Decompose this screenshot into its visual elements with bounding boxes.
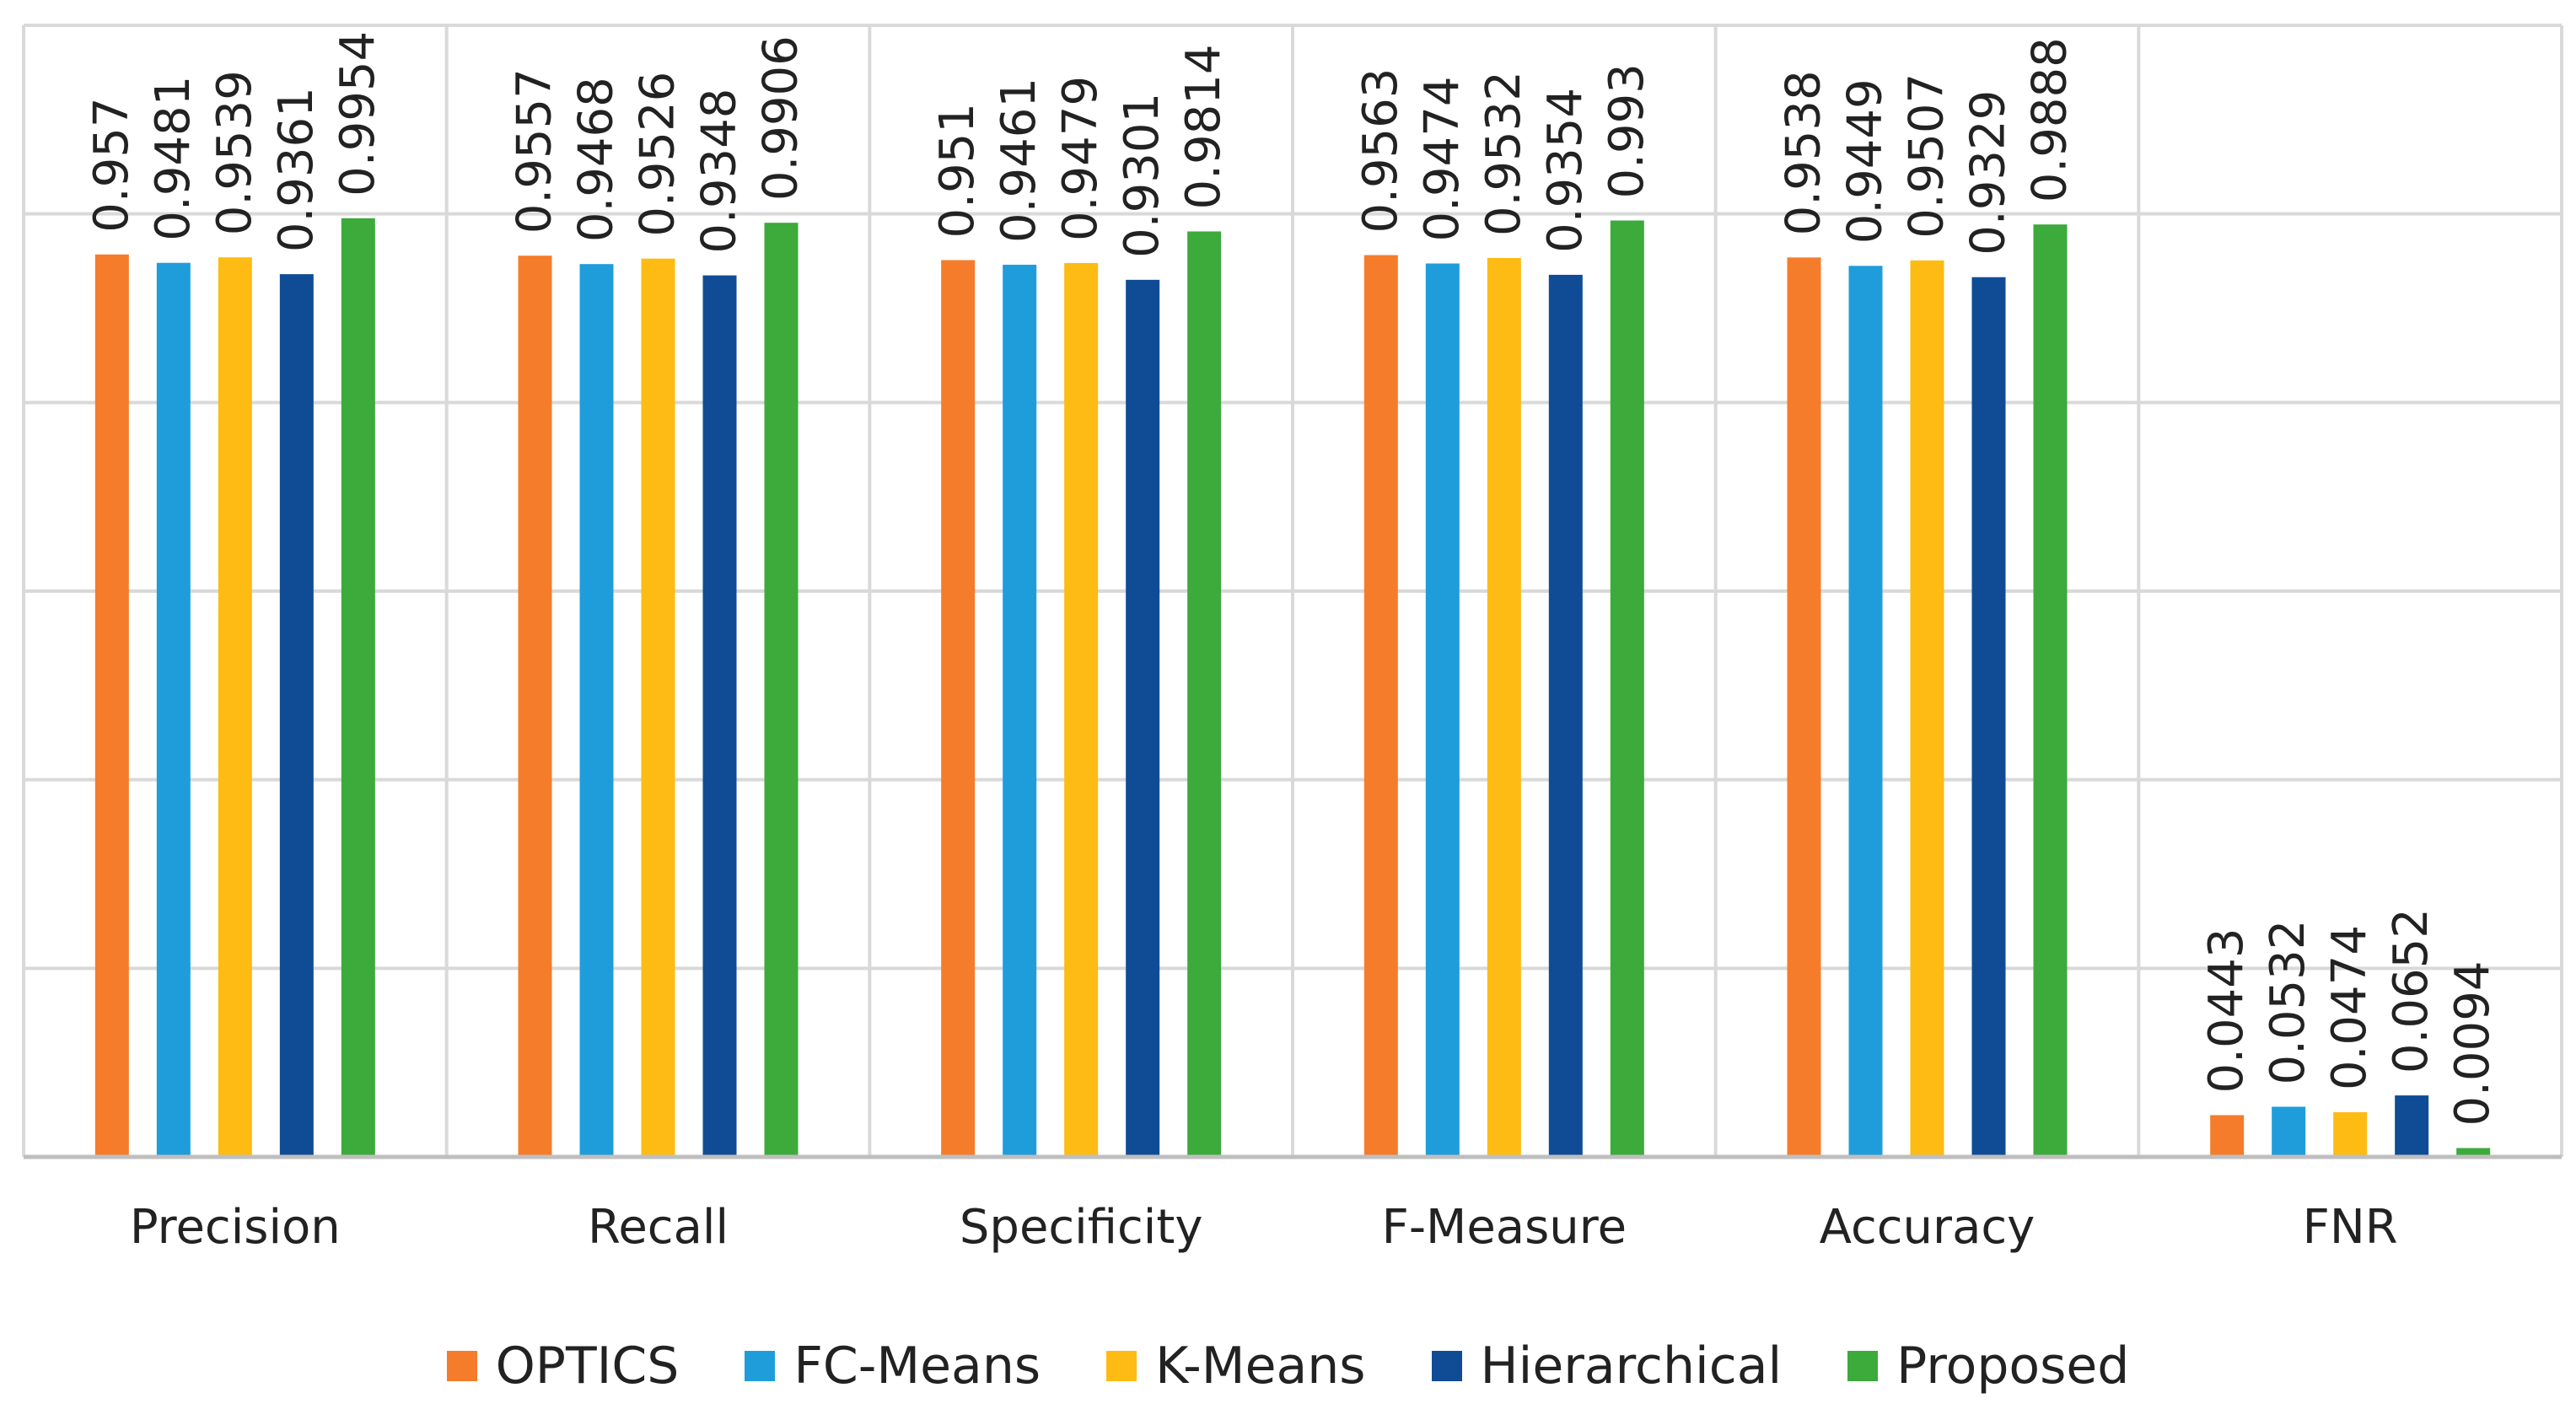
bar-fc-means-precision <box>156 262 191 1158</box>
legend-label-k-means: K-Means <box>1155 1337 1366 1396</box>
data-label: 0.0474 <box>2322 925 2377 1090</box>
data-label: 0.9468 <box>569 77 624 242</box>
bar-k-means-precision <box>218 257 252 1158</box>
x-tick-label: Recall <box>588 1200 729 1255</box>
x-axis: Precision Recall Specificity F-Measure Accur… <box>24 1154 2562 1255</box>
x-tick-label: Precision <box>130 1200 341 1255</box>
bar-optics-f-measure <box>1363 255 1398 1157</box>
bar-proposed-precision <box>341 218 375 1157</box>
bar-fc-means-recall <box>579 264 614 1157</box>
bar-proposed-f-measure <box>1610 220 1644 1157</box>
legend-swatch-k-means <box>1106 1351 1137 1381</box>
data-label: 0.9888 <box>2023 37 2078 202</box>
data-label: 0.0443 <box>2199 928 2254 1094</box>
data-label: 0.9361 <box>269 87 324 252</box>
bar-hierarchical-fnr <box>2395 1095 2429 1157</box>
data-label: 0.0532 <box>2261 920 2315 1085</box>
data-label: 0.9348 <box>692 89 747 254</box>
data-label: 0.9539 <box>207 70 262 235</box>
bar-proposed-accuracy <box>2033 224 2068 1157</box>
legend-label-hierarchical: Hierarchical <box>1480 1337 1783 1396</box>
data-label: 0.9538 <box>1777 70 1831 235</box>
x-tick-label: FNR <box>2303 1200 2398 1255</box>
data-label: 0.9532 <box>1476 71 1531 236</box>
bar-optics-specificity <box>941 260 976 1158</box>
bar-k-means-f-measure <box>1487 258 1521 1158</box>
bar-k-means-accuracy <box>1910 260 1944 1157</box>
legend-item-k-means: K-Means <box>1106 1337 1366 1396</box>
data-label: 0.9461 <box>992 78 1046 243</box>
legend-item-fc-means: FC-Means <box>745 1337 1041 1396</box>
bar-fc-means-specificity <box>1003 264 1037 1157</box>
data-label: 0.957 <box>84 97 139 232</box>
data-label: 0.9481 <box>146 76 201 241</box>
data-label: 0.9507 <box>1900 73 1955 239</box>
data-label: 0.0094 <box>2445 961 2500 1127</box>
data-label: 0.9526 <box>631 72 686 237</box>
bars <box>94 218 2491 1158</box>
legend-item-proposed: Proposed <box>1847 1337 2129 1396</box>
bar-proposed-specificity <box>1187 231 1222 1157</box>
data-labels: 0.957 0.9481 0.9539 0.9361 0.9954 0.9557 0.946… <box>84 31 2500 1127</box>
bar-optics-accuracy <box>1787 257 1821 1157</box>
bar-hierarchical-precision <box>279 274 314 1157</box>
bar-fc-means-fnr <box>2272 1106 2306 1157</box>
legend-label-optics: OPTICS <box>495 1337 680 1396</box>
data-label: 0.9474 <box>1415 77 1470 242</box>
legend-swatch-fc-means <box>745 1351 776 1381</box>
bar-hierarchical-specificity <box>1126 279 1160 1158</box>
bar-hierarchical-recall <box>702 275 737 1157</box>
bar-proposed-recall <box>764 223 799 1158</box>
data-label: 0.0652 <box>2384 908 2439 1073</box>
bar-proposed-fnr <box>2456 1148 2491 1157</box>
bar-hierarchical-accuracy <box>1971 277 2006 1158</box>
x-tick-label: F-Measure <box>1382 1200 1627 1255</box>
legend-label-proposed: Proposed <box>1896 1337 2130 1396</box>
legend-swatch-optics <box>446 1351 477 1381</box>
legend-label-fc-means: FC-Means <box>793 1337 1041 1396</box>
legend-item-optics: OPTICS <box>446 1337 680 1396</box>
data-label: 0.9449 <box>1838 78 1893 244</box>
legend-swatch-proposed <box>1847 1351 1879 1381</box>
bar-optics-precision <box>94 254 129 1157</box>
bar-fc-means-accuracy <box>1848 266 1883 1157</box>
data-label: 0.9354 <box>1538 88 1593 253</box>
bar-optics-recall <box>518 255 552 1157</box>
legend-swatch-hierarchical <box>1431 1351 1462 1381</box>
bar-k-means-specificity <box>1064 262 1099 1157</box>
bar-k-means-fnr <box>2333 1111 2368 1157</box>
data-label: 0.951 <box>930 103 985 238</box>
legend: OPTICS FC-Means K-Means Hierarchical Pro… <box>0 1332 2576 1400</box>
x-tick-label: Specificity <box>960 1200 1203 1255</box>
data-label: 0.9301 <box>1115 93 1170 258</box>
data-label: 0.9557 <box>508 68 562 234</box>
legend-item-hierarchical: Hierarchical <box>1431 1337 1783 1396</box>
data-label: 0.9954 <box>331 31 385 196</box>
bar-fc-means-f-measure <box>1425 263 1460 1158</box>
bar-hierarchical-f-measure <box>1548 274 1583 1157</box>
data-label: 0.993 <box>1600 63 1654 198</box>
gridlines <box>22 24 2563 1157</box>
data-label: 0.9814 <box>1176 45 1231 210</box>
data-label: 0.9906 <box>754 35 809 201</box>
bar-optics-fnr <box>2210 1115 2245 1157</box>
x-tick-label: Accuracy <box>1820 1200 2036 1255</box>
data-label: 0.9563 <box>1353 68 1408 234</box>
bar-k-means-recall <box>641 258 675 1157</box>
data-label: 0.9329 <box>1961 90 2016 255</box>
data-label: 0.9479 <box>1053 76 1108 241</box>
